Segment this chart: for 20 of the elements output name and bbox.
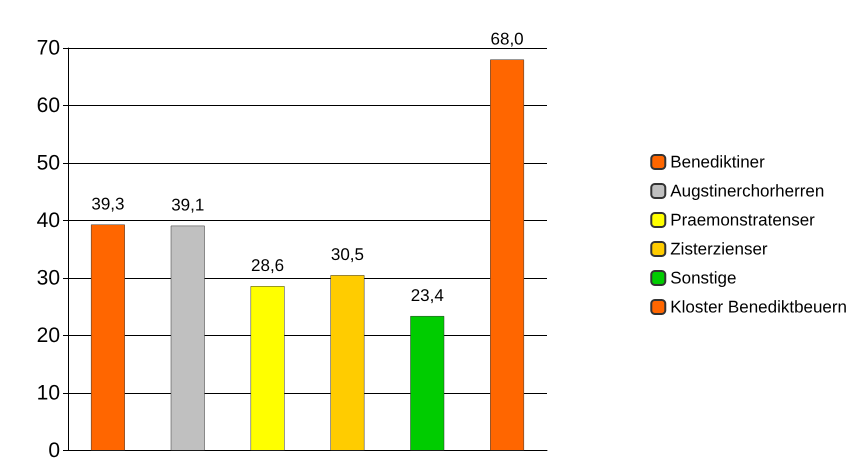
data-label: 23,4 [410,286,444,305]
legend-label: Benediktiner [670,152,766,172]
y-tick-label: 40 [36,209,60,232]
y-tick-label: 0 [48,439,60,462]
y-tick-label: 20 [36,324,60,347]
y-tick-label: 70 [36,36,60,60]
legend-label: Zisterzienser [670,240,768,258]
data-label: 39,1 [171,196,204,215]
data-label: 28,6 [251,256,284,276]
data-label: 68,0 [490,30,524,48]
legend-label: Praemonstratenser [670,210,816,230]
y-tick-label: 60 [36,94,60,117]
y-tick-label: 30 [36,266,60,290]
legend-label: Kloster Benediktbeuern [670,298,848,316]
y-tick-label: 50 [36,152,60,174]
y-tick-label: 10 [36,382,60,404]
legend-label: Augstinerchorherren [670,182,824,200]
legend-label: Sonstige [670,268,736,288]
data-label: 30,5 [330,245,364,264]
data-label: 39,3 [91,194,124,214]
